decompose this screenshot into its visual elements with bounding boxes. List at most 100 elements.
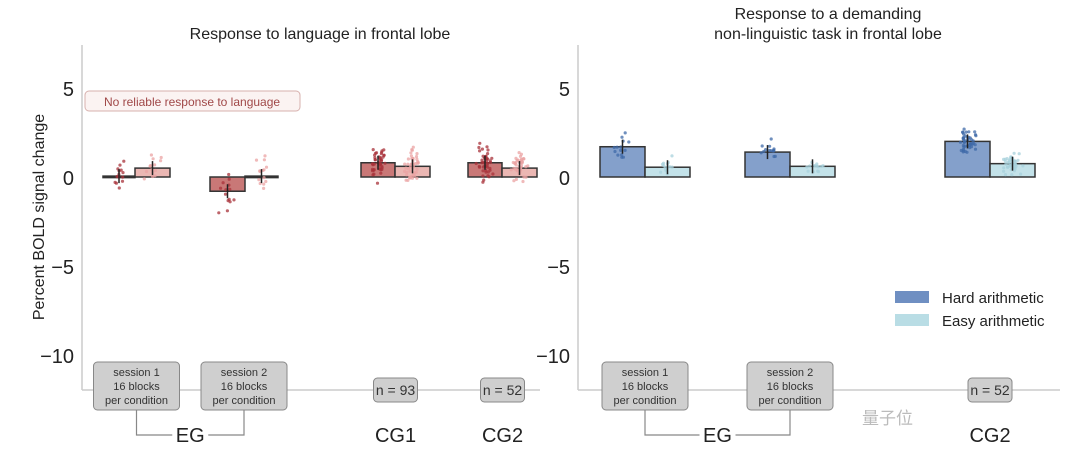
group-bracket bbox=[135, 410, 245, 436]
data-point bbox=[768, 144, 772, 148]
data-point bbox=[409, 175, 413, 179]
data-point bbox=[410, 148, 414, 152]
data-point bbox=[416, 161, 420, 165]
data-point bbox=[760, 144, 764, 148]
data-point bbox=[486, 148, 490, 152]
condition-box-label: session 2 bbox=[767, 367, 813, 379]
data-point bbox=[970, 142, 975, 146]
y-tick-label: 5 bbox=[559, 79, 570, 101]
data-point bbox=[378, 167, 382, 171]
data-point bbox=[627, 140, 631, 144]
data-point bbox=[481, 161, 485, 165]
data-point bbox=[1009, 164, 1013, 168]
data-point bbox=[511, 160, 515, 165]
data-point bbox=[159, 155, 163, 160]
data-point bbox=[1002, 169, 1006, 173]
data-point bbox=[963, 134, 967, 138]
data-point bbox=[372, 172, 376, 176]
data-point bbox=[769, 137, 773, 141]
data-point bbox=[227, 177, 231, 181]
data-point bbox=[806, 169, 810, 173]
data-point bbox=[383, 161, 387, 165]
group-label: CG2 bbox=[482, 425, 523, 447]
data-point bbox=[121, 175, 125, 179]
data-point bbox=[372, 168, 376, 172]
data-point bbox=[961, 130, 965, 134]
data-point bbox=[516, 158, 520, 162]
data-point bbox=[258, 169, 262, 173]
data-point bbox=[225, 209, 229, 213]
data-point bbox=[619, 145, 623, 149]
data-point bbox=[520, 160, 524, 164]
condition-box-label: 16 blocks bbox=[221, 381, 268, 393]
data-point bbox=[1006, 165, 1010, 169]
annotation-box bbox=[84, 90, 301, 112]
data-point bbox=[773, 154, 777, 158]
data-point bbox=[524, 175, 528, 179]
data-point bbox=[664, 168, 668, 172]
data-point bbox=[257, 178, 261, 182]
data-point bbox=[813, 164, 818, 168]
group-label: CG1 bbox=[375, 425, 416, 447]
data-point bbox=[659, 170, 663, 174]
data-point bbox=[117, 186, 121, 190]
data-point bbox=[408, 169, 412, 173]
condition-box-label: per condition bbox=[759, 395, 822, 407]
data-point bbox=[153, 163, 157, 167]
data-point bbox=[477, 145, 481, 150]
data-point bbox=[415, 176, 419, 180]
data-point bbox=[620, 153, 624, 157]
data-point bbox=[1003, 157, 1007, 161]
data-point bbox=[414, 162, 418, 166]
y-tick-label: −5 bbox=[547, 257, 570, 279]
data-point bbox=[965, 150, 969, 154]
legend-swatch bbox=[895, 291, 929, 303]
panel-1: Response to language in frontal lobe 5 0 −5… bbox=[31, 26, 540, 447]
data-point bbox=[474, 161, 478, 166]
group-label: CG2 bbox=[969, 425, 1010, 447]
data-point bbox=[661, 161, 666, 165]
data-point bbox=[620, 135, 624, 139]
condition-box-label: session 2 bbox=[221, 367, 267, 379]
data-point bbox=[405, 173, 409, 177]
data-point bbox=[373, 158, 377, 162]
data-point bbox=[405, 170, 409, 174]
legend-entry: Hard arithmetic bbox=[942, 290, 1044, 307]
condition-box-label: n = 52 bbox=[970, 382, 1010, 398]
data-point bbox=[371, 148, 375, 152]
condition-box-label: per condition bbox=[614, 395, 677, 407]
data-point bbox=[262, 182, 266, 186]
condition-box-label: session 1 bbox=[622, 367, 668, 379]
data-point bbox=[962, 127, 966, 131]
data-point bbox=[670, 154, 674, 158]
data-point bbox=[148, 164, 152, 168]
data-point bbox=[121, 171, 125, 175]
data-point bbox=[153, 168, 157, 173]
data-point bbox=[118, 163, 122, 167]
data-point bbox=[821, 164, 825, 168]
data-point bbox=[1017, 152, 1021, 156]
data-point bbox=[1010, 173, 1014, 177]
data-point bbox=[623, 148, 627, 152]
annotation: No reliable response to language bbox=[104, 95, 280, 109]
data-point bbox=[816, 170, 821, 174]
data-point bbox=[262, 158, 266, 162]
data-point bbox=[379, 171, 383, 175]
data-point bbox=[226, 199, 230, 203]
data-point bbox=[762, 149, 766, 154]
data-point bbox=[1002, 166, 1006, 170]
data-point bbox=[512, 179, 516, 183]
data-point bbox=[521, 179, 525, 184]
data-point bbox=[228, 187, 232, 191]
condition-box-label: per condition bbox=[105, 395, 168, 407]
legend-swatch bbox=[895, 314, 929, 326]
y-tick-label: −5 bbox=[51, 257, 74, 279]
data-point bbox=[114, 181, 118, 185]
data-point bbox=[373, 151, 378, 155]
data-point bbox=[969, 145, 974, 149]
data-point bbox=[488, 166, 492, 170]
data-point bbox=[491, 172, 495, 176]
y-tick-label: 0 bbox=[559, 168, 570, 190]
data-point bbox=[227, 172, 231, 177]
